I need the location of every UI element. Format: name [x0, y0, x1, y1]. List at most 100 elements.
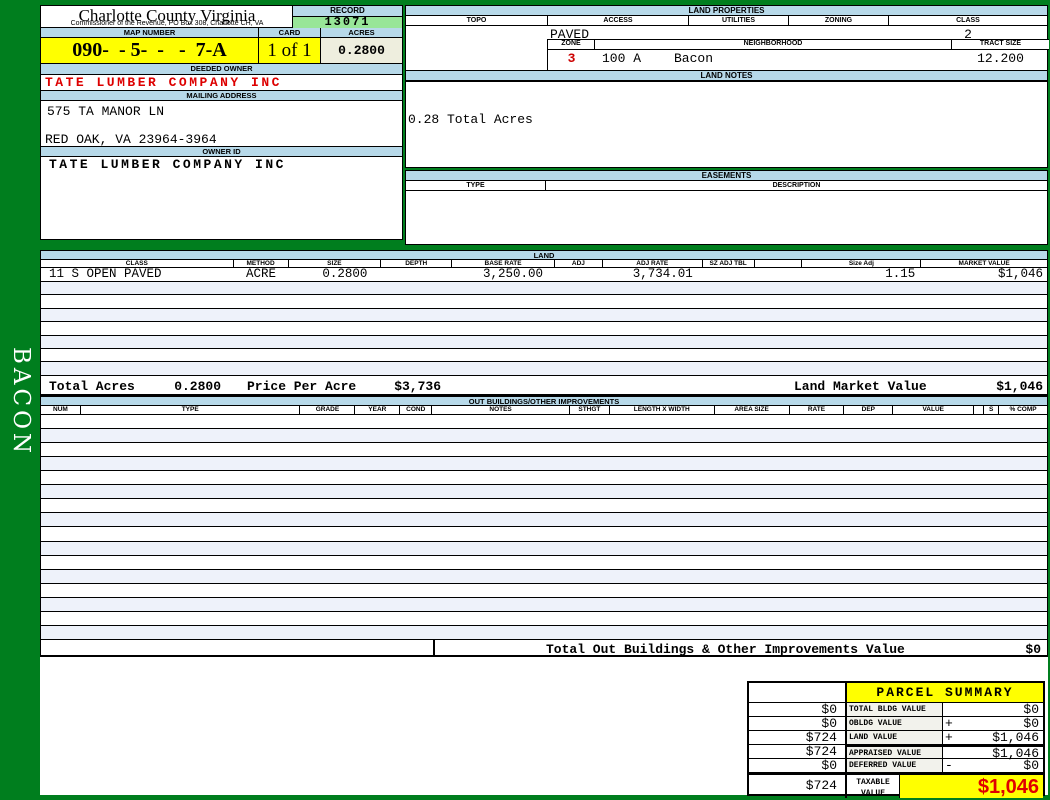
out-buildings-column-headers: NUM TYPE GRADE YEAR COND NOTES STHGT LEN…	[40, 405, 1048, 415]
neighborhood-name: Bacon	[674, 51, 714, 66]
parcel-summary-header-row: PARCEL SUMMARY	[749, 683, 1043, 703]
land-method: ACRE	[246, 268, 277, 281]
row-label: LAND VALUE	[847, 731, 943, 745]
record-value: 13071	[293, 16, 402, 28]
land-title: LAND	[40, 250, 1048, 260]
row-label: TOTAL BLDG VALUE	[847, 703, 943, 717]
neighborhood-label: NEIGHBORHOOD	[595, 40, 952, 49]
col-size-adj: Size Adj	[802, 260, 922, 267]
col-pct-comp: % COMP	[999, 405, 1047, 414]
taxable-label-line1: TAXABLE	[856, 778, 890, 787]
land-notes-title: LAND NOTES	[405, 70, 1048, 81]
out-buildings-total-value: $0	[1025, 642, 1041, 658]
summary-row-total-bldg: $0 TOTAL BLDG VALUE $0	[749, 703, 1043, 717]
col-access: ACCESS	[548, 16, 689, 25]
row-operator: +	[945, 730, 953, 745]
address-line-1: 575 TA MANOR LN	[47, 104, 165, 119]
land-table-block: LAND CLASS METHOD SIZE DEPTH BASE RATE A…	[40, 250, 1048, 658]
record-box: RECORD 13071	[292, 6, 402, 28]
record-label: RECORD	[293, 6, 402, 17]
empty-row	[41, 555, 1047, 570]
row-value-cell: + $0	[943, 717, 1043, 731]
col-s: S	[984, 405, 1000, 414]
row-value: $1,046	[992, 730, 1039, 745]
col-class: CLASS	[889, 16, 1047, 25]
owner-id-label: OWNER ID	[41, 146, 402, 157]
row-value-cell: $1,046	[943, 745, 1043, 761]
zone-header-row: ZONE NEIGHBORHOOD TRACT SIZE	[548, 40, 1049, 50]
col-size: SIZE	[288, 260, 382, 267]
parcel-summary-header-left	[749, 683, 847, 703]
easements-column-headers: TYPE DESCRIPTION	[405, 181, 1048, 191]
land-base-rate: 3,250.00	[482, 268, 543, 281]
land-market-value-label: Land Market Value	[794, 378, 927, 394]
land-properties-column-headers: TOPO ACCESS UTILITIES ZONING CLASS	[405, 16, 1048, 26]
land-class: 11 S OPEN PAVED	[49, 268, 162, 281]
land-market-value-total: $1,046	[996, 378, 1043, 394]
row-value: $1,046	[992, 746, 1039, 761]
row-value: $0	[1023, 702, 1039, 717]
row-left-value: $724	[749, 731, 847, 745]
acres-value: 0.2800	[321, 38, 402, 63]
row-value-cell: - $0	[943, 759, 1043, 773]
land-size: 0.2800	[322, 268, 368, 281]
empty-row	[41, 348, 1047, 363]
land-empty-rows	[40, 282, 1048, 376]
col-num: NUM	[41, 405, 81, 414]
row-operator: -	[945, 758, 953, 773]
empty-row	[41, 282, 1047, 296]
empty-row	[41, 457, 1047, 472]
col-adj: ADJ	[554, 260, 603, 267]
empty-row	[41, 612, 1047, 627]
empty-row	[41, 295, 1047, 309]
land-sz-adj-tbl	[703, 268, 755, 281]
col-notes: NOTES	[432, 405, 570, 414]
col-blank	[974, 405, 985, 414]
land-column-headers: CLASS METHOD SIZE DEPTH BASE RATE ADJ AD…	[40, 260, 1048, 268]
divider	[433, 640, 435, 656]
col-area-size: AREA SIZE	[714, 405, 790, 414]
row-left-value: $0	[749, 759, 847, 773]
col-market-value: MARKET VALUE	[921, 260, 1047, 267]
out-buildings-total-label: Total Out Buildings & Other Improvements…	[546, 642, 905, 658]
empty-row	[41, 335, 1047, 349]
row-value-cell: + $1,046	[943, 731, 1043, 745]
empty-row	[41, 362, 1047, 376]
col-method: METHOD	[233, 260, 289, 267]
land-depth	[381, 268, 452, 281]
empty-row	[41, 569, 1047, 584]
access-value: PAVED	[550, 27, 590, 42]
taxable-label: TAXABLE VALUE	[847, 775, 900, 798]
header-owner-block: Charlotte County Virginia Commissioner o…	[40, 5, 403, 240]
deeded-owner-value: TATE LUMBER COMPANY INC	[45, 75, 282, 90]
row-label: OBLDG VALUE	[847, 717, 943, 731]
row-value: $0	[1023, 716, 1039, 731]
summary-row-obldg: $0 OBLDG VALUE + $0	[749, 717, 1043, 731]
empty-row	[41, 499, 1047, 514]
row-left-value: $0	[749, 717, 847, 731]
taxable-value: $1,046	[977, 776, 1039, 798]
col-easement-description: DESCRIPTION	[546, 181, 1047, 190]
land-properties-title: LAND PROPERTIES	[405, 5, 1048, 16]
zone-neighborhood-table: ZONE NEIGHBORHOOD TRACT SIZE 3 100 A Bac…	[547, 39, 1049, 70]
map-number-label: MAP NUMBER	[41, 28, 259, 38]
commissioner-line: Commissioner of the Revenue, PO Box 308,…	[70, 20, 264, 27]
title-row: Charlotte County Virginia Commissioner o…	[41, 6, 402, 28]
row-value: $0	[1023, 758, 1039, 773]
empty-row	[41, 583, 1047, 598]
land-notes-box: 0.28 Total Acres	[405, 81, 1048, 168]
empty-row	[41, 414, 1047, 429]
land-blank	[755, 268, 803, 281]
col-class: CLASS	[41, 260, 234, 267]
row-operator: +	[945, 716, 953, 731]
land-note-text: 0.28 Total Acres	[408, 112, 533, 127]
mailing-address-block: 575 TA MANOR LN RED OAK, VA 23964-3964	[41, 101, 402, 147]
zone-value-row: 3 100 A Bacon 12.200	[548, 50, 1049, 69]
col-type: TYPE	[80, 405, 301, 414]
taxable-value-cell: $1,046	[900, 775, 1043, 798]
empty-row	[41, 485, 1047, 500]
out-buildings-total-row: Total Out Buildings & Other Improvements…	[40, 640, 1048, 658]
summary-row-appraised: $724 APPRAISED VALUE $1,046	[749, 745, 1043, 761]
land-adj	[555, 268, 603, 281]
empty-row	[41, 597, 1047, 613]
